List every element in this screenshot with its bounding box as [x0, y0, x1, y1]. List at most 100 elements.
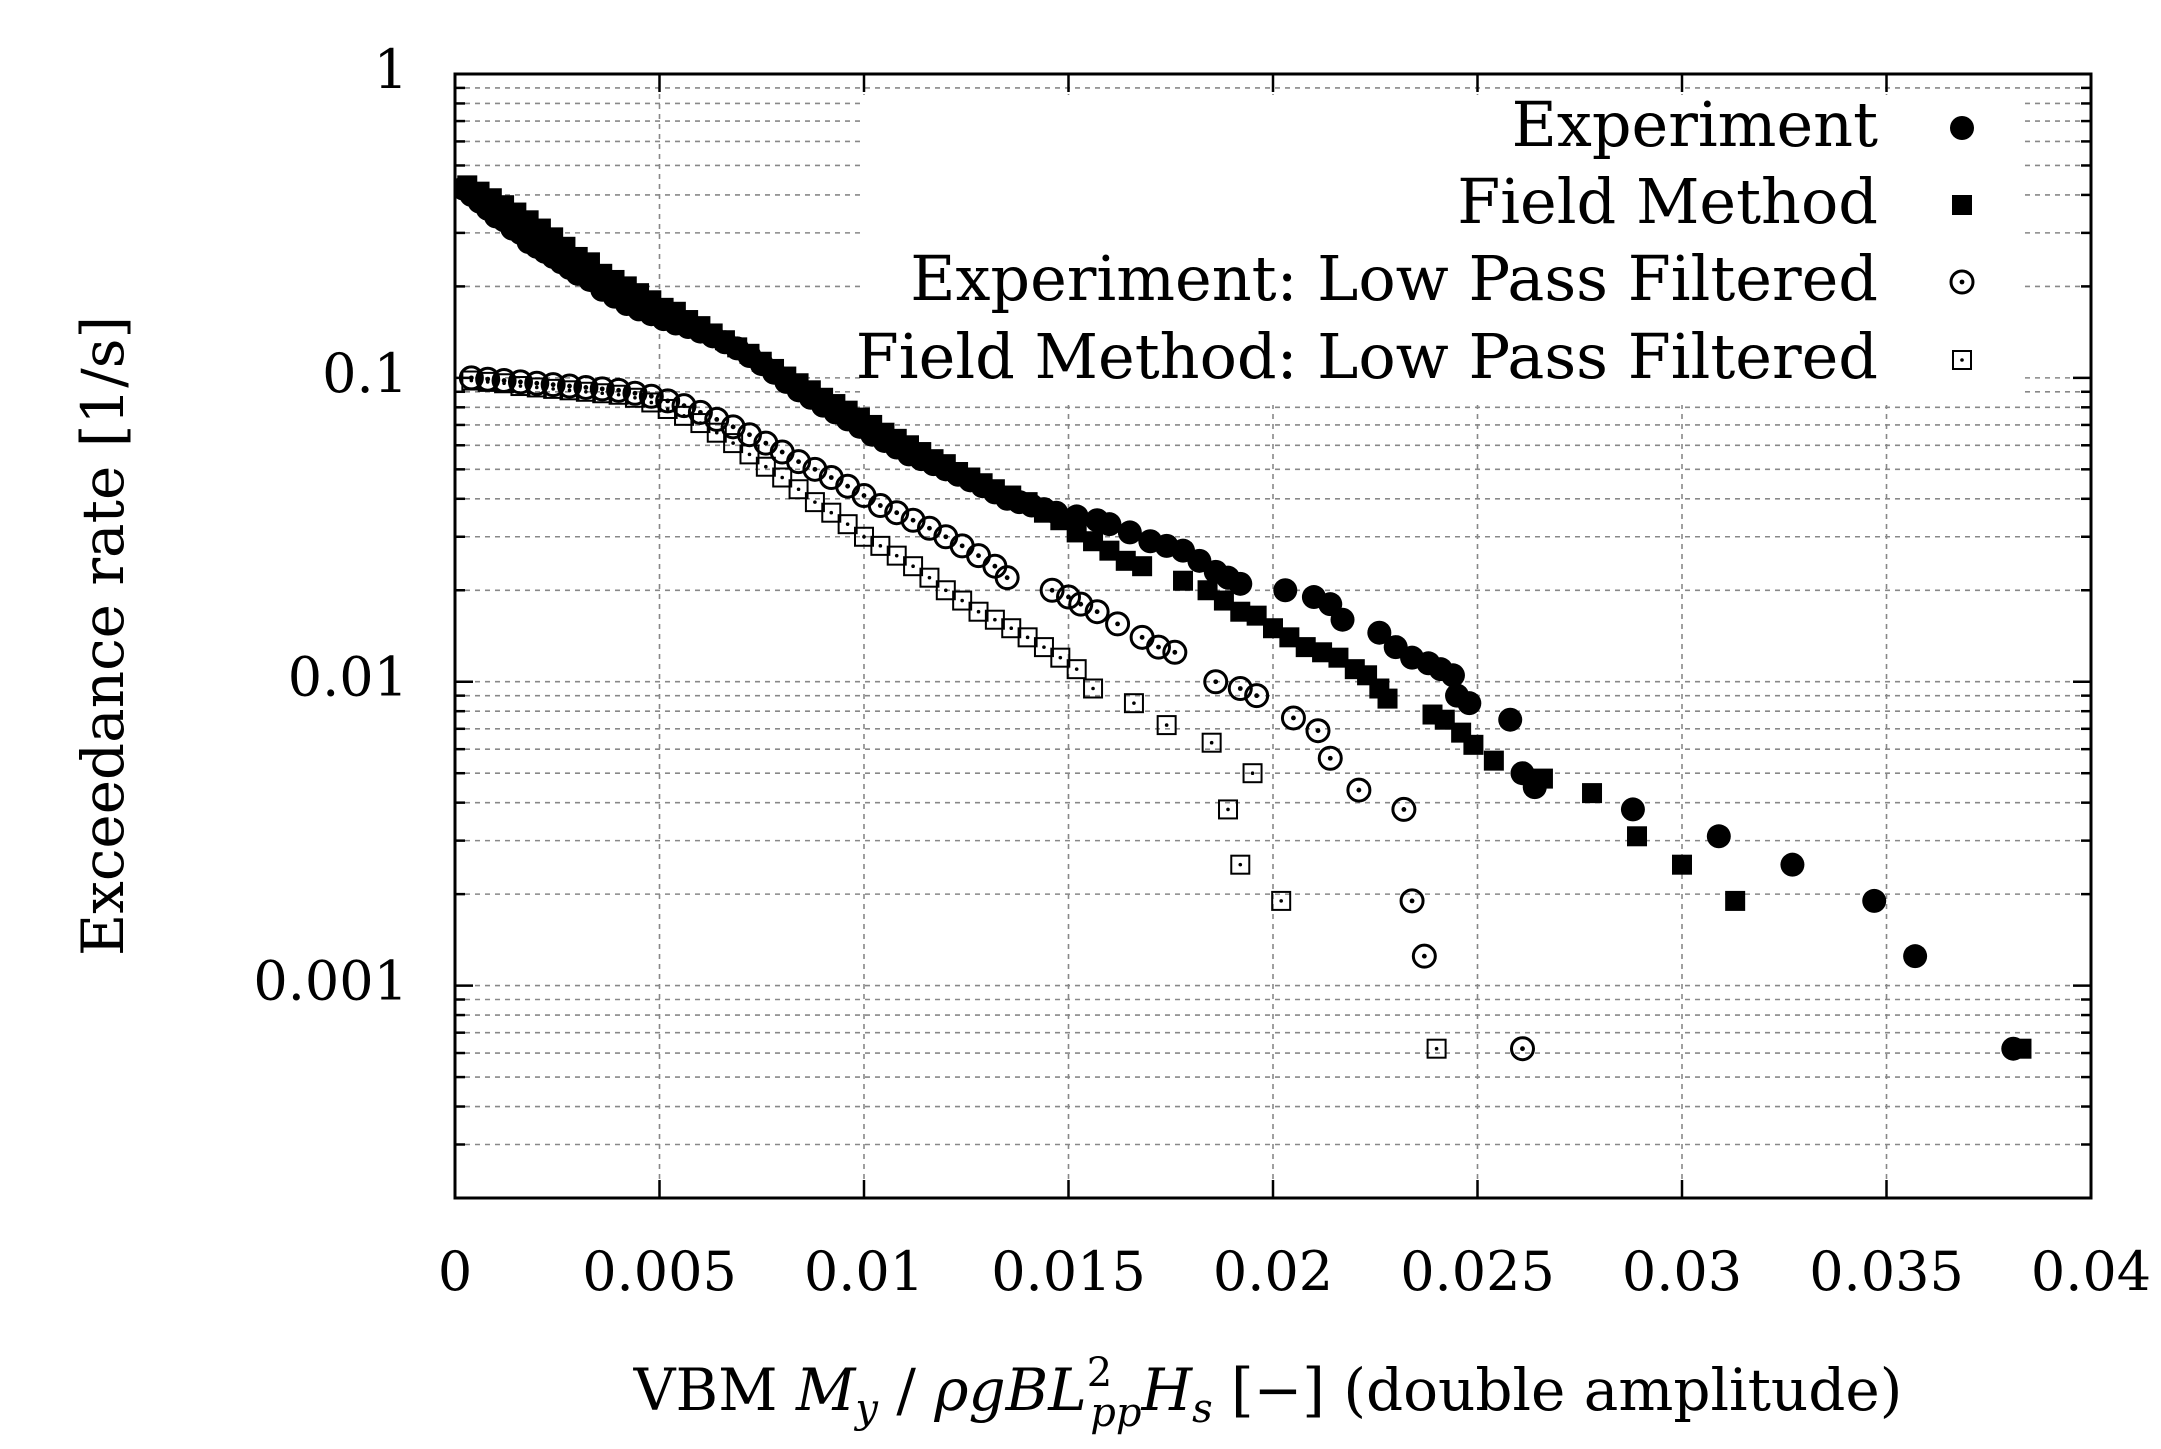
x-tick-label: 0.03	[1622, 1240, 1742, 1303]
data-point	[1227, 676, 1253, 702]
data-point	[994, 565, 1020, 591]
data-point	[1039, 577, 1065, 603]
y-tick-label: 1	[374, 38, 408, 101]
data-point	[1295, 637, 1316, 658]
x-label-moment-sub: y	[853, 1386, 879, 1432]
data-point	[1203, 669, 1229, 695]
data-point	[524, 370, 550, 396]
data-point	[1084, 599, 1110, 625]
axis-ticks	[453, 74, 2093, 1200]
data-point	[687, 399, 713, 425]
data-point	[1780, 852, 1805, 877]
x-label-hs-sub: s	[1192, 1386, 1213, 1432]
x-label-moment: M	[795, 1356, 857, 1424]
y-axis-label: Exceedance rate [1/s]	[69, 316, 137, 956]
x-tick-label: 0.01	[804, 1240, 924, 1303]
data-point	[1271, 890, 1292, 911]
data-point	[1463, 734, 1484, 755]
x-label-slash: /	[878, 1356, 934, 1424]
data-point	[1246, 605, 1267, 626]
x-tick-label: 0.025	[1400, 1240, 1555, 1303]
data-point	[1056, 584, 1081, 610]
data-point	[1162, 639, 1188, 665]
x-axis-label: VBM My / ρgBL2 ppHs [−] (double amplitude…	[633, 1350, 1903, 1436]
data-point	[952, 590, 973, 611]
data-point	[1213, 590, 1234, 611]
data-point	[1457, 691, 1482, 716]
data-point	[1050, 647, 1071, 668]
data-point	[1099, 540, 1120, 561]
data-point	[1228, 571, 1253, 596]
data-point	[1263, 618, 1283, 639]
data-point	[1230, 601, 1251, 622]
x-label-sub: pp	[1090, 1390, 1141, 1436]
data-point	[1862, 888, 1887, 913]
data-point	[1280, 705, 1306, 731]
data-point	[884, 500, 910, 526]
data-point	[1377, 688, 1398, 709]
data-point	[491, 368, 517, 394]
data-point	[1105, 611, 1131, 637]
data-point	[1509, 1036, 1535, 1062]
data-point	[1244, 683, 1270, 709]
data-point	[1391, 796, 1417, 822]
data-point	[1440, 663, 1465, 688]
legend-marker	[1952, 350, 1972, 370]
data-point	[1305, 718, 1331, 744]
data-point	[1672, 854, 1692, 875]
data-point	[1582, 783, 1603, 804]
data-point	[966, 543, 992, 569]
data-point	[1123, 693, 1144, 714]
data-point	[1064, 504, 1089, 529]
x-tick-labels: 0 0.005 0.01 0.015 0.02 0.025 0.03 0.035 0.04	[438, 1240, 2151, 1303]
data-point	[1330, 607, 1355, 632]
data-point	[821, 502, 842, 523]
data-point	[1197, 580, 1218, 601]
data-point	[1317, 745, 1343, 771]
data-point	[1156, 715, 1177, 736]
data-point	[903, 556, 924, 577]
data-point	[1001, 618, 1022, 639]
data-point	[671, 393, 697, 419]
y-tick-label: 0.01	[288, 646, 408, 709]
data-point	[606, 377, 632, 403]
data-point	[886, 545, 907, 566]
data-point	[870, 535, 891, 556]
data-point	[1346, 777, 1372, 803]
series-open-circle-dot	[458, 365, 1535, 1062]
legend-background	[860, 95, 2020, 405]
data-point	[1066, 659, 1087, 680]
x-tick-label: 0.04	[2031, 1240, 2151, 1303]
data-point	[1173, 570, 1194, 591]
data-point	[1033, 637, 1054, 658]
y-tick-label: 0.1	[322, 342, 408, 405]
x-label-prefix: VBM	[633, 1356, 796, 1424]
x-tick-label: 0.005	[582, 1240, 737, 1303]
data-markers	[455, 175, 2032, 1062]
data-point	[638, 383, 664, 409]
data-point	[755, 456, 776, 477]
data-point	[1044, 500, 1069, 525]
data-point	[540, 372, 566, 398]
data-point	[919, 567, 940, 588]
data-point	[984, 609, 1005, 630]
data-point	[1627, 826, 1648, 847]
data-point	[589, 376, 615, 402]
data-point	[1411, 943, 1437, 969]
data-point	[1066, 522, 1087, 543]
data-point	[1201, 732, 1222, 753]
data-point	[867, 493, 893, 519]
data-point	[788, 479, 809, 500]
x-label-hs: H	[1140, 1356, 1193, 1424]
data-point	[1017, 627, 1038, 648]
data-point	[1273, 578, 1298, 603]
legend-label: Experiment: Low Pass Filtered	[910, 242, 1878, 315]
data-point	[1312, 642, 1333, 663]
data-point	[804, 492, 825, 513]
data-point	[1132, 556, 1153, 577]
data-point	[1117, 520, 1142, 545]
data-point	[1483, 750, 1504, 771]
data-point	[557, 373, 583, 399]
